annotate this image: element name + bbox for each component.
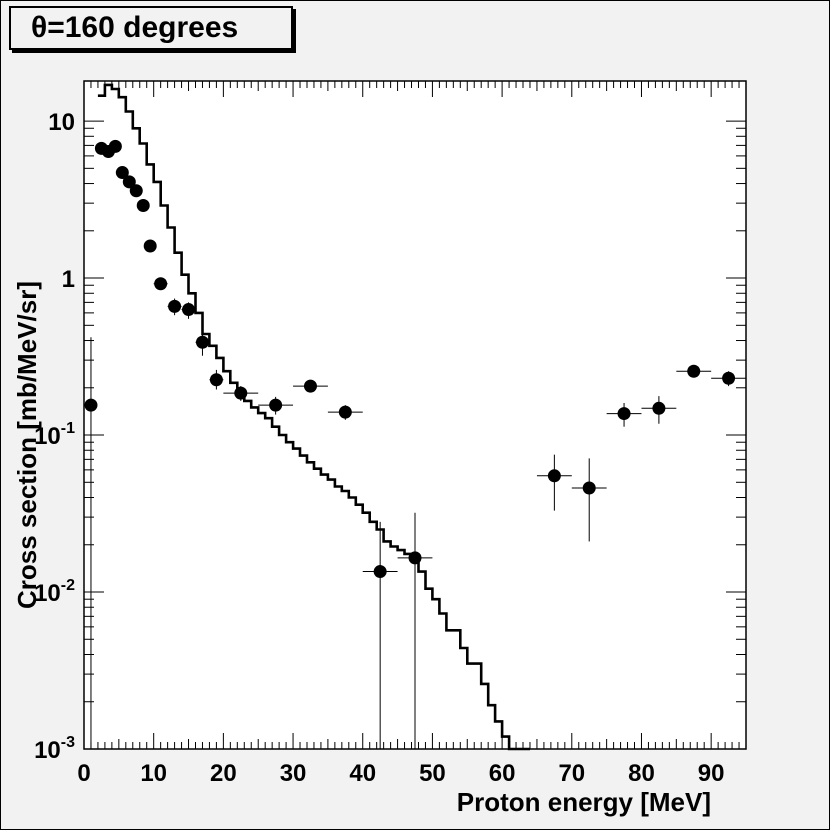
data-point bbox=[676, 364, 712, 378]
data-marker bbox=[687, 364, 701, 378]
y-tick-label: 10-1 bbox=[34, 420, 75, 450]
data-point bbox=[223, 386, 259, 401]
chart-title: θ=160 degrees bbox=[9, 6, 293, 50]
histogram-line bbox=[97, 83, 530, 751]
data-point bbox=[153, 277, 168, 291]
data-point bbox=[571, 458, 607, 542]
data-marker bbox=[408, 551, 422, 565]
data-marker bbox=[652, 401, 666, 415]
y-tick-label: 10-3 bbox=[34, 734, 75, 764]
x-tick-label: 0 bbox=[77, 760, 90, 787]
x-tick-label: 90 bbox=[698, 760, 725, 787]
data-point bbox=[362, 521, 398, 749]
data-point bbox=[606, 402, 642, 427]
data-marker bbox=[154, 277, 168, 291]
data-marker bbox=[269, 398, 283, 412]
data-point bbox=[536, 454, 572, 511]
data-marker bbox=[115, 166, 129, 180]
x-tick-label: 60 bbox=[489, 760, 516, 787]
data-marker bbox=[122, 175, 136, 189]
data-point bbox=[327, 405, 363, 420]
data-point bbox=[181, 302, 196, 319]
data-point bbox=[84, 337, 98, 749]
data-marker bbox=[84, 398, 98, 412]
data-point bbox=[122, 175, 136, 189]
y-axis-label: Cross section [mb/MeV/sr] bbox=[12, 281, 42, 609]
x-axis: 0 10 20 30 40 50 60 70 80 90 bbox=[77, 81, 747, 787]
data-point bbox=[136, 198, 150, 212]
x-tick-label: 10 bbox=[140, 760, 167, 787]
data-point bbox=[258, 396, 294, 415]
data-marker bbox=[547, 469, 561, 483]
x-tick-label: 20 bbox=[210, 760, 237, 787]
x-tick-label: 40 bbox=[349, 760, 376, 787]
y-axis: 10-3 10-2 10-1 1 10 bbox=[34, 109, 746, 764]
x-tick-label: 50 bbox=[419, 760, 446, 787]
data-point bbox=[115, 166, 129, 180]
data-marker bbox=[373, 565, 387, 579]
data-marker bbox=[182, 303, 196, 317]
data-point bbox=[209, 369, 224, 390]
data-point bbox=[143, 239, 157, 253]
data-marker bbox=[722, 371, 736, 385]
data-points-layer bbox=[84, 139, 746, 749]
data-point bbox=[293, 379, 328, 393]
x-tick-label: 30 bbox=[280, 760, 307, 787]
data-marker bbox=[129, 184, 143, 198]
data-marker bbox=[136, 198, 150, 212]
data-point bbox=[195, 330, 210, 356]
plot-frame bbox=[83, 80, 747, 750]
y-tick-label: 10-2 bbox=[34, 577, 75, 607]
y-tick-label: 10 bbox=[48, 109, 75, 136]
data-marker bbox=[338, 405, 352, 419]
data-marker bbox=[303, 379, 317, 393]
data-point bbox=[641, 396, 677, 424]
data-point bbox=[167, 298, 182, 316]
data-marker bbox=[234, 386, 248, 400]
data-marker bbox=[108, 139, 122, 153]
x-axis-label: Proton energy [MeV] bbox=[457, 787, 711, 817]
data-point bbox=[108, 139, 122, 153]
data-marker bbox=[195, 335, 209, 349]
x-tick-label: 80 bbox=[628, 760, 655, 787]
data-point bbox=[397, 512, 433, 749]
data-point bbox=[129, 184, 143, 198]
data-marker bbox=[209, 373, 223, 387]
data-marker bbox=[617, 407, 631, 421]
data-marker bbox=[168, 299, 182, 313]
y-tick-label: 1 bbox=[62, 266, 75, 293]
x-tick-label: 70 bbox=[558, 760, 585, 787]
histogram-layer bbox=[97, 83, 530, 751]
data-marker bbox=[143, 239, 157, 253]
data-marker bbox=[582, 481, 596, 495]
data-point bbox=[711, 371, 746, 387]
